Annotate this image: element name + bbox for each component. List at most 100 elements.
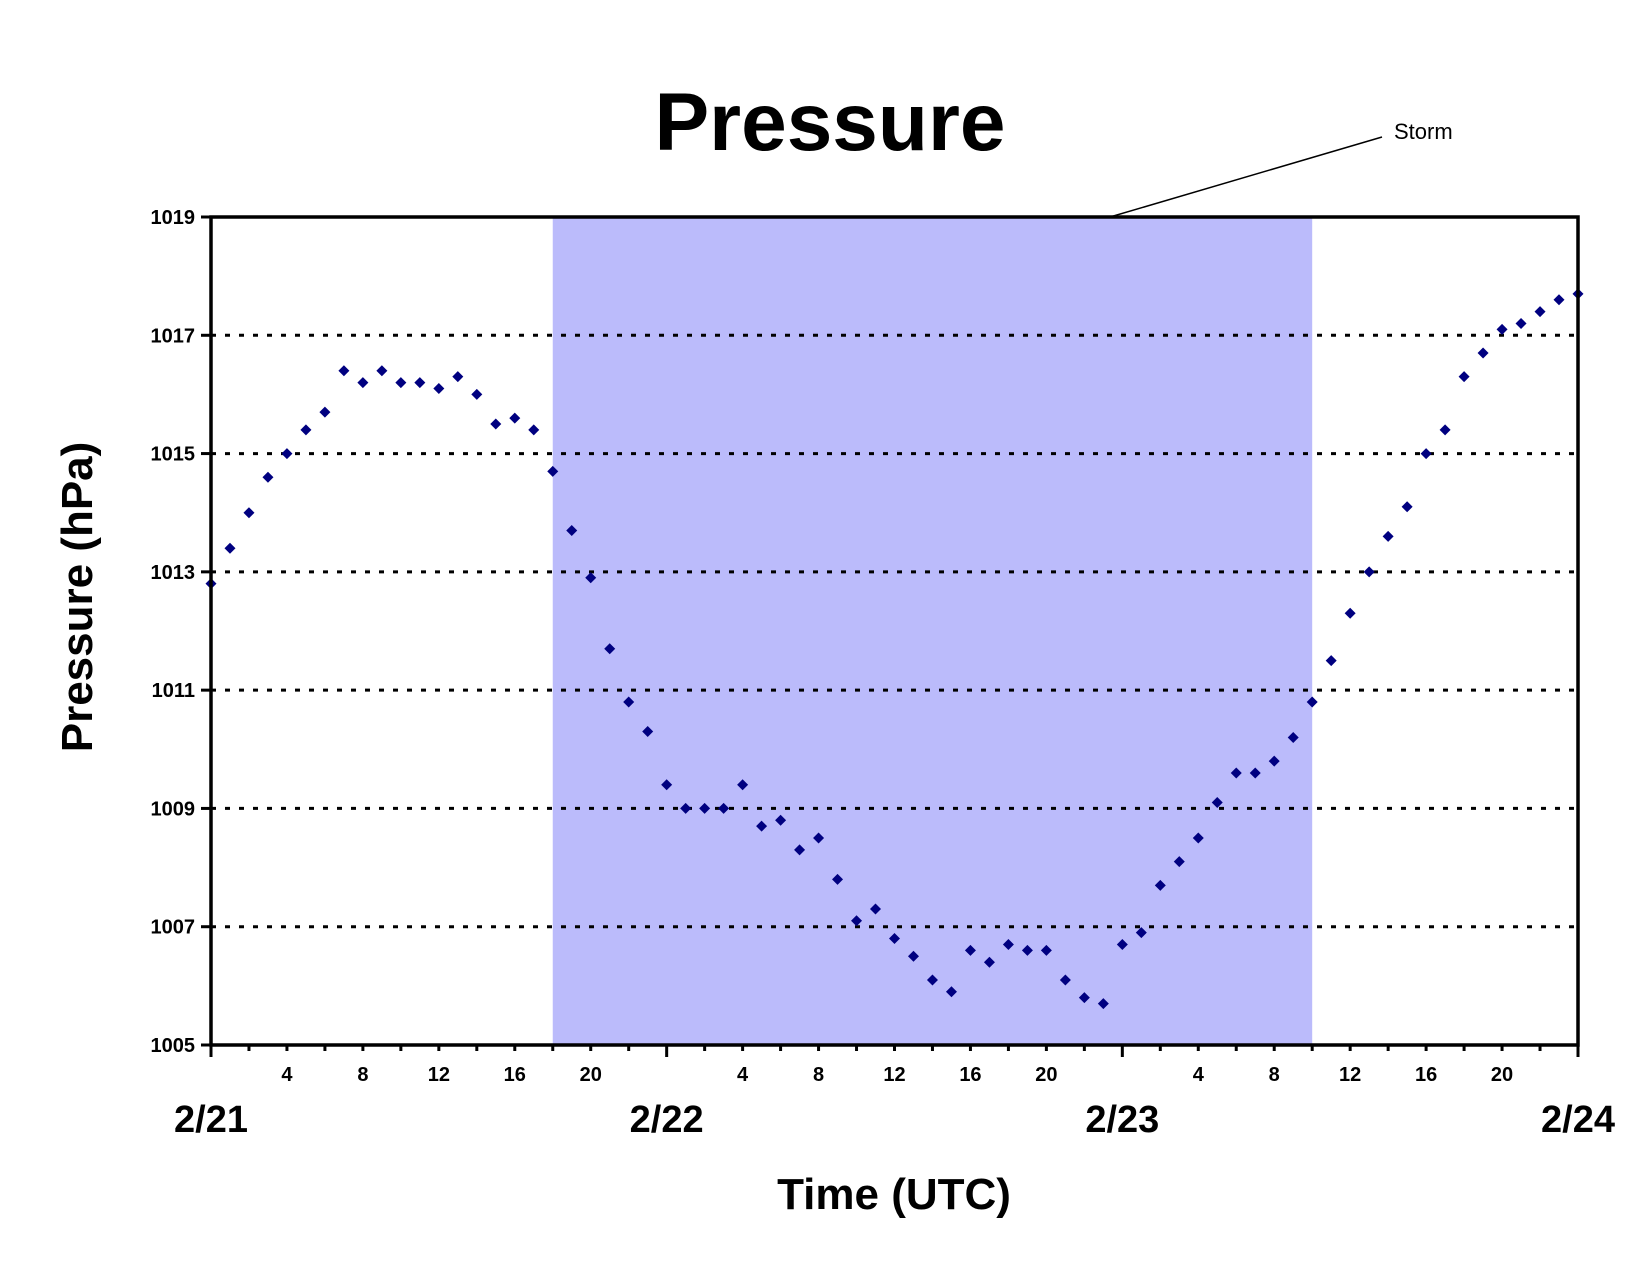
plot-frame — [209, 215, 1580, 1047]
y-tick-label: 1017 — [151, 325, 196, 347]
data-point — [1249, 767, 1261, 779]
x-tick-label: 4 — [737, 1064, 749, 1086]
data-point — [813, 832, 825, 844]
x-tick-label: 16 — [1415, 1064, 1437, 1086]
date-label: 2/24 — [1541, 1099, 1615, 1141]
x-tick-label: 12 — [1339, 1064, 1361, 1086]
x-tick-label: 8 — [357, 1064, 368, 1086]
date-label: 2/22 — [630, 1099, 704, 1141]
data-point — [1078, 992, 1090, 1004]
data-point — [1401, 501, 1413, 513]
y-axis-label: Pressure (hPa) — [53, 442, 102, 753]
data-point — [870, 903, 882, 915]
y-tick-label: 1009 — [151, 798, 196, 820]
data-point — [338, 365, 350, 377]
data-point — [851, 915, 863, 927]
data-point — [490, 418, 502, 430]
data-point — [756, 820, 768, 832]
data-point — [224, 542, 236, 554]
data-point — [395, 377, 407, 389]
y-tick-label: 1013 — [151, 562, 196, 584]
data-point — [926, 974, 938, 986]
data-point — [1458, 371, 1470, 383]
data-point — [1021, 944, 1033, 956]
data-point — [832, 873, 844, 885]
data-point — [1363, 566, 1375, 578]
x-tick-label: 4 — [281, 1064, 293, 1086]
data-point — [1059, 974, 1071, 986]
data-point — [262, 471, 274, 483]
y-tick-label: 1007 — [151, 917, 196, 939]
data-point — [1135, 927, 1147, 939]
data-point — [1344, 607, 1356, 619]
data-point — [737, 779, 749, 791]
data-point — [1534, 306, 1546, 318]
data-point — [1116, 938, 1128, 950]
data-point — [1306, 696, 1318, 708]
data-point — [243, 507, 255, 519]
x-tick-label: 20 — [580, 1064, 602, 1086]
x-tick-label: 8 — [813, 1064, 824, 1086]
y-tick-label: 1005 — [151, 1035, 196, 1057]
data-point — [452, 371, 464, 383]
data-point — [1268, 755, 1280, 767]
data-point — [1173, 856, 1185, 868]
data-point — [604, 643, 616, 655]
data-point — [889, 933, 900, 945]
data-point — [566, 524, 578, 536]
data-point — [945, 986, 957, 998]
y-tick-label: 1019 — [151, 207, 196, 229]
data-point — [983, 956, 995, 968]
x-tick-label: 16 — [504, 1064, 526, 1086]
data-point — [281, 448, 293, 460]
data-point — [319, 406, 331, 418]
data-point — [414, 377, 426, 389]
x-tick-label: 4 — [1193, 1064, 1205, 1086]
data-point — [1287, 731, 1299, 743]
data-point — [1515, 317, 1527, 329]
data-point — [718, 802, 730, 814]
data-point — [775, 814, 787, 826]
data-point — [1477, 347, 1489, 359]
x-tick-label: 16 — [959, 1064, 981, 1086]
data-point — [907, 950, 919, 962]
data-point — [794, 844, 806, 856]
data-point — [699, 802, 711, 814]
date-label: 2/21 — [174, 1099, 248, 1141]
y-tick-label: 1011 — [152, 680, 195, 702]
data-point — [1496, 323, 1508, 335]
chart-title: Pressure — [654, 77, 1005, 168]
x-tick-label: 20 — [1035, 1064, 1057, 1086]
data-point — [376, 365, 388, 377]
x-tick-label: 20 — [1491, 1064, 1513, 1086]
data-point — [623, 696, 635, 708]
data-point — [964, 944, 976, 956]
data-point — [528, 424, 540, 436]
data-point — [1382, 530, 1394, 542]
data-point — [433, 383, 445, 395]
data-point — [1040, 944, 1052, 956]
storm-shaded-region — [552, 217, 1313, 1045]
data-point — [661, 779, 673, 791]
data-point — [1439, 424, 1451, 436]
data-point — [585, 572, 597, 584]
data-point — [1230, 767, 1242, 779]
date-label: 2/23 — [1085, 1099, 1159, 1141]
data-point — [1211, 797, 1223, 809]
storm-annotation: Storm — [1394, 119, 1453, 144]
x-tick-label: 12 — [428, 1064, 450, 1086]
data-point — [1325, 655, 1337, 667]
storm-leader-line — [1109, 136, 1383, 218]
x-tick-label: 8 — [1269, 1064, 1280, 1086]
data-point — [642, 726, 654, 738]
data-point — [1097, 998, 1109, 1010]
data-point — [509, 412, 521, 424]
x-axis-label: Time (UTC) — [777, 1170, 1011, 1219]
data-point — [471, 388, 483, 400]
y-tick-label: 1015 — [151, 444, 196, 466]
data-point — [547, 465, 559, 477]
data-point — [680, 802, 692, 814]
data-point — [300, 424, 312, 436]
x-tick-label: 12 — [883, 1064, 905, 1086]
